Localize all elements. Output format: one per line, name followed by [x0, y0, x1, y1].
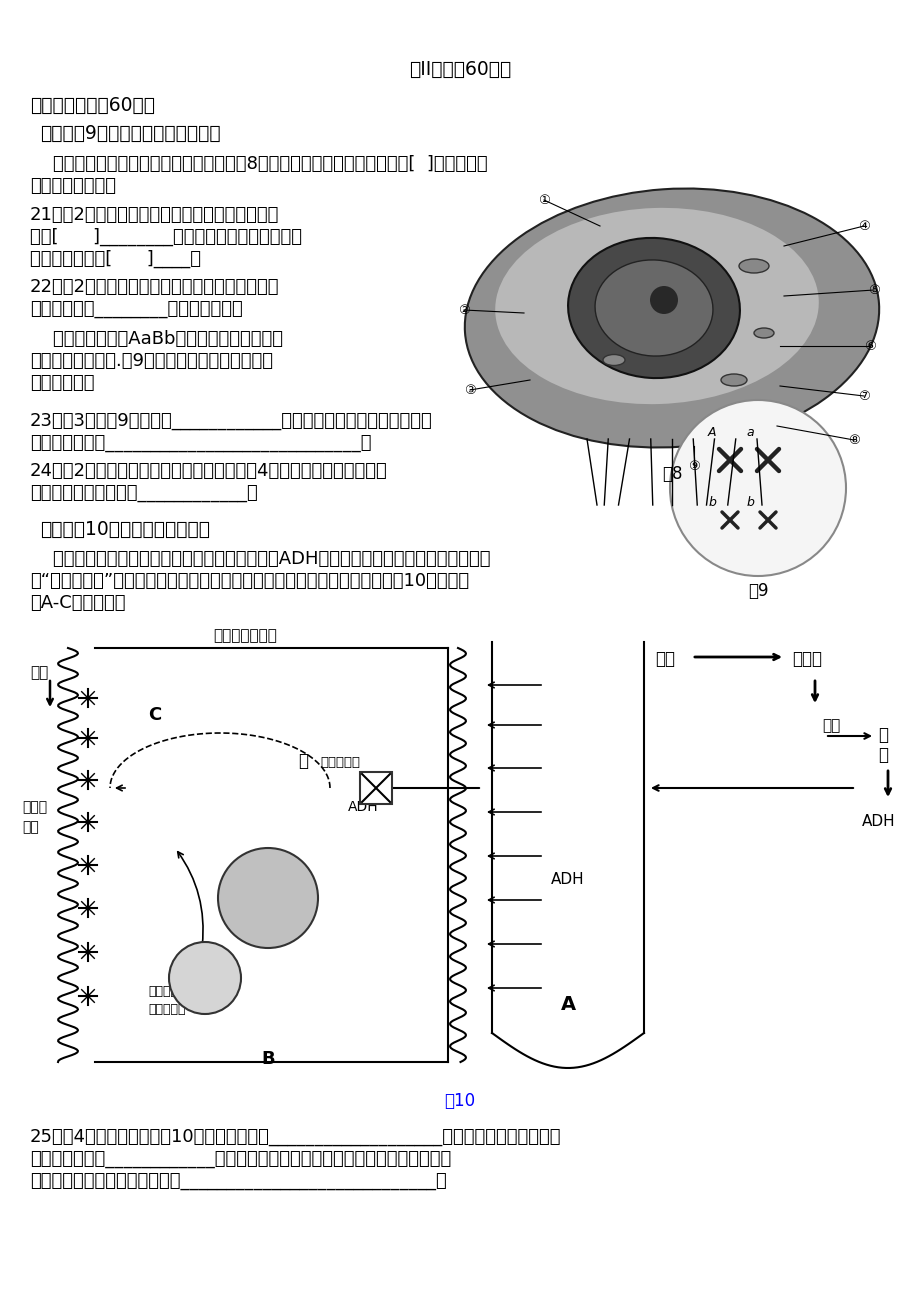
Text: 结构具有显著差异的根本原因是____________________________。: 结构具有显著差异的根本原因是__________________________…: [30, 1172, 447, 1190]
Ellipse shape: [720, 374, 746, 385]
Text: 的“水通道蛋白”重吸收水分，以调节人体内的水分平衡。相应的调节过程如图10所示，其: 的“水通道蛋白”重吸收水分，以调节人体内的水分平衡。相应的调节过程如图10所示，…: [30, 572, 469, 590]
Circle shape: [650, 286, 677, 314]
Text: ⑥: ⑥: [863, 340, 875, 353]
Text: 蛋白: 蛋白: [22, 820, 39, 835]
Ellipse shape: [738, 259, 768, 273]
Text: b: b: [708, 496, 715, 509]
Text: A: A: [707, 426, 716, 439]
Text: 时期示意图。: 时期示意图。: [30, 374, 95, 392]
Text: 具有的结构是________。（写出两项）: 具有的结构是________。（写出两项）: [30, 299, 243, 318]
Text: ③: ③: [463, 384, 475, 397]
Text: 细胞是生物体基本的结构和功能单位。图8为细胞亚显微结构模式图。（在[  ]内填编号，: 细胞是生物体基本的结构和功能单位。图8为细胞亚显微结构模式图。（在[ ]内填编号…: [30, 155, 487, 173]
Text: 节有关的中枢是____________；同一个体的肆小管上皮细胞与小肠上皮细胞形态: 节有关的中枢是____________；同一个体的肆小管上皮细胞与小肠上皮细胞形…: [30, 1150, 450, 1168]
Text: 细胞核: 细胞核: [256, 902, 279, 915]
Ellipse shape: [602, 354, 624, 366]
Text: 原尿: 原尿: [30, 665, 48, 680]
Text: 能量主要来源于[      ]____。: 能量主要来源于[ ]____。: [30, 250, 200, 268]
Text: 24．（2分）该生物进行减数分裂最多可能产4种配子，这种产生配子种: 24．（2分）该生物进行减数分裂最多可能产4种配子，这种产生配子种: [30, 462, 387, 480]
Text: 21．（2分）图中细胞分解异物和衰老细胞器的结: 21．（2分）图中细胞分解异物和衰老细胞器的结: [30, 206, 279, 224]
Text: B: B: [261, 1049, 275, 1068]
Text: 酶: 酶: [298, 753, 308, 769]
Text: ①: ①: [538, 194, 550, 207]
Text: 储存水通道: 储存水通道: [148, 986, 186, 999]
Text: ADH: ADH: [347, 799, 379, 814]
Circle shape: [169, 943, 241, 1014]
Text: 23．（3分）图9细胞处于____________时期，图中所示同源染色体行为: 23．（3分）图9细胞处于____________时期，图中所示同源染色体行为: [30, 411, 432, 430]
Text: A: A: [560, 995, 575, 1014]
Text: a: a: [745, 426, 753, 439]
Text: 释放: 释放: [821, 717, 839, 733]
Text: 25．（4分）据图分析，图10中的刺激可能是___________________；下丘脑中与水分平衡调: 25．（4分）据图分析，图10中的刺激可能是__________________…: [30, 1128, 561, 1146]
Circle shape: [218, 848, 318, 948]
Text: 的生物学意义是____________________________。: 的生物学意义是____________________________。: [30, 434, 371, 452]
Text: 垂: 垂: [877, 727, 887, 743]
Text: （二）！10分）生命活动的调节: （二）！10分）生命活动的调节: [40, 519, 210, 539]
Text: 22．（2分）与高等植物叶肉细胞相比，该细胞不: 22．（2分）与高等植物叶肉细胞相比，该细胞不: [30, 279, 279, 296]
Ellipse shape: [595, 260, 712, 355]
Text: 体: 体: [877, 746, 887, 764]
Text: C: C: [148, 706, 161, 724]
Text: 特异性受体: 特异性受体: [320, 756, 359, 769]
Text: ⑤: ⑤: [868, 284, 879, 297]
Text: 肆小管上皮细胞: 肆小管上皮细胞: [213, 628, 277, 643]
Text: 某生物基因型为AaBb（两对等位基因分别位: 某生物基因型为AaBb（两对等位基因分别位: [30, 329, 283, 348]
Text: 图9: 图9: [747, 582, 767, 600]
Text: 蛋白的囊泡: 蛋白的囊泡: [148, 1003, 186, 1016]
Text: （一）（9分）细胞结构与细胞分裂: （一）（9分）细胞结构与细胞分裂: [40, 124, 221, 143]
Text: 第II卷（入60分）: 第II卷（入60分）: [408, 60, 511, 79]
Ellipse shape: [494, 208, 818, 404]
Text: 二、综合题（入60分）: 二、综合题（入60分）: [30, 96, 154, 115]
Text: ④: ④: [857, 220, 869, 233]
Text: b: b: [745, 496, 753, 509]
Text: 人体在受到某种刺激时，通过释放抗利尿激素（ADH）促进肆小管上皮细胞利用细胞膜上: 人体在受到某种刺激时，通过释放抗利尿激素（ADH）促进肆小管上皮细胞利用细胞膜上: [30, 549, 490, 568]
FancyBboxPatch shape: [359, 772, 391, 805]
Text: ADH: ADH: [550, 872, 584, 887]
Text: 刺激: 刺激: [654, 650, 675, 668]
Text: 于两对染色体上）.图9为该生物细胞分裂过程中某: 于两对染色体上）.图9为该生物细胞分裂过程中某: [30, 352, 273, 370]
Text: 类多样性的变异来源是____________。: 类多样性的变异来源是____________。: [30, 484, 257, 503]
Text: 横线上填文字。）: 横线上填文字。）: [30, 177, 116, 195]
Ellipse shape: [464, 189, 879, 448]
Text: ⑦: ⑦: [857, 389, 869, 402]
Text: ⑧: ⑧: [847, 434, 859, 447]
Text: ADH: ADH: [861, 814, 895, 829]
Text: 图10: 图10: [444, 1092, 475, 1111]
Text: ②: ②: [458, 303, 470, 316]
Text: ⑨: ⑨: [687, 460, 699, 473]
Ellipse shape: [754, 328, 773, 339]
Text: 构是[      ]________，该细胞生命活动所需要的: 构是[ ]________，该细胞生命活动所需要的: [30, 228, 301, 246]
Text: 中A-C表示体液。: 中A-C表示体液。: [30, 594, 125, 612]
Text: 下丘脑: 下丘脑: [791, 650, 821, 668]
Ellipse shape: [567, 238, 739, 378]
Circle shape: [669, 400, 845, 575]
Text: 图8: 图8: [661, 465, 682, 483]
Text: 水通道: 水通道: [22, 799, 47, 814]
